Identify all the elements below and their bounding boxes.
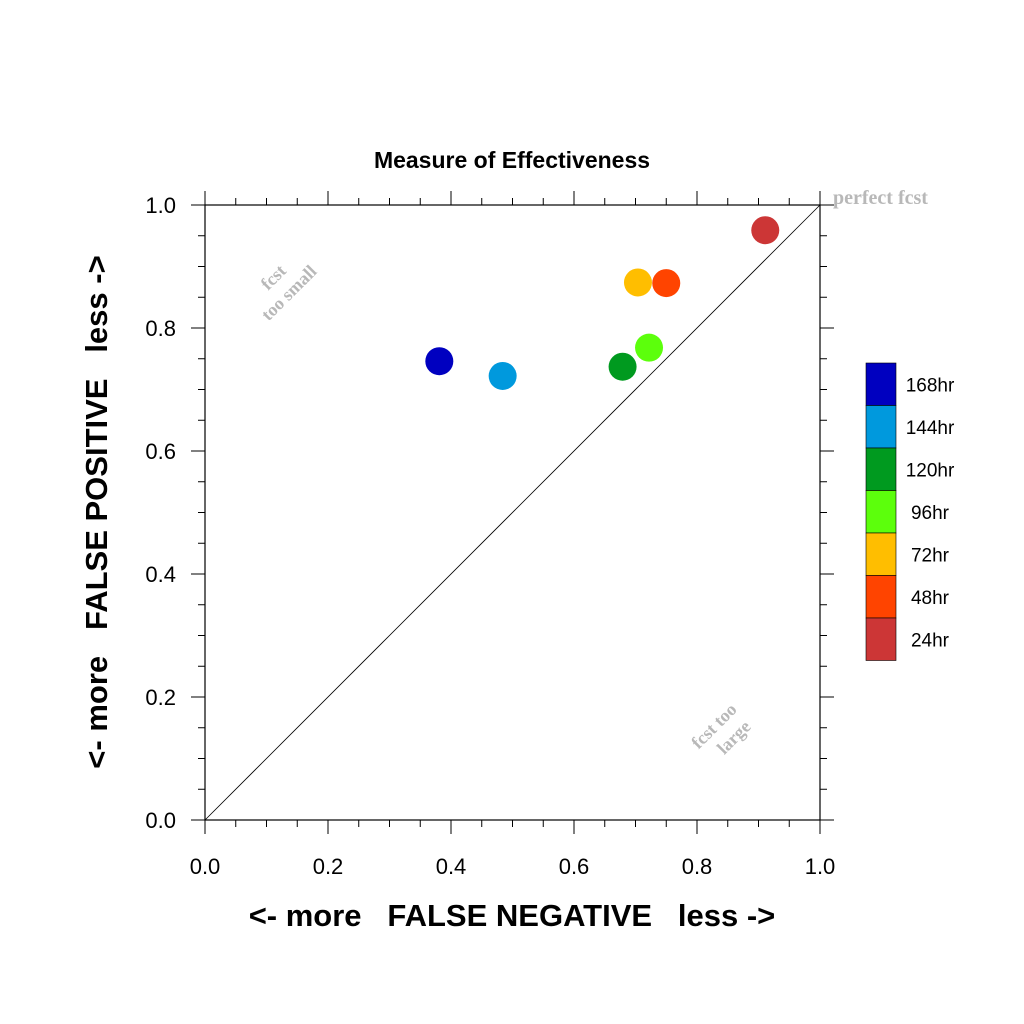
tick-marks — [191, 191, 834, 834]
fcst-too-small-annotation: fcst too small — [257, 261, 321, 325]
y-tick-label: 0.4 — [145, 562, 176, 587]
data-point-96hr — [635, 333, 664, 362]
legend-label-24hr: 24hr — [911, 630, 950, 651]
x-tick-label: 0.8 — [682, 854, 713, 879]
data-point-24hr — [751, 216, 780, 245]
x-axis-label: <- more FALSE NEGATIVE less -> — [249, 898, 776, 933]
x-tick-labels: 0.0 0.2 0.4 0.6 0.8 1.0 — [190, 854, 836, 879]
legend-swatch-96hr — [865, 490, 897, 534]
legend-label-120hr: 120hr — [906, 460, 955, 481]
legend-label-168hr: 168hr — [906, 375, 955, 396]
x-tick-label: 0.4 — [436, 854, 467, 879]
y-tick-label: 0.6 — [145, 439, 176, 464]
legend-label-144hr: 144hr — [906, 418, 955, 439]
x-tick-label: 1.0 — [805, 854, 836, 879]
y-tick-label: 0.2 — [145, 685, 176, 710]
y-tick-labels: 0.0 0.2 0.4 0.6 0.8 1.0 — [145, 193, 176, 833]
diagonal-line — [204, 204, 821, 821]
data-point-72hr — [623, 268, 652, 297]
fcst-too-large-annotation: fcst too large — [687, 699, 754, 758]
legend: 168hr 144hr 120hr 96hr 72hr 48hr 24hr — [865, 362, 955, 661]
x-tick-label: 0.2 — [313, 854, 344, 879]
y-tick-label: 0.0 — [145, 808, 176, 833]
legend-label-96hr: 96hr — [911, 503, 950, 524]
legend-label-48hr: 48hr — [911, 588, 950, 609]
legend-swatch-48hr — [865, 575, 897, 619]
x-tick-label: 0.6 — [559, 854, 590, 879]
perfect-fcst-annotation: perfect fcst — [833, 187, 928, 209]
y-tick-label: 1.0 — [145, 193, 176, 218]
y-tick-label: 0.8 — [145, 316, 176, 341]
data-point-120hr — [608, 352, 637, 381]
legend-swatch-72hr — [865, 532, 897, 576]
legend-swatch-168hr — [865, 362, 897, 406]
legend-swatch-120hr — [865, 447, 897, 491]
chart-title: Measure of Effectiveness — [374, 147, 650, 173]
legend-swatch-24hr — [865, 617, 897, 661]
data-point-144hr — [488, 361, 517, 390]
legend-label-72hr: 72hr — [911, 545, 950, 566]
y-axis-label: <- more FALSE POSITIVE less -> — [79, 255, 114, 768]
legend-swatch-144hr — [865, 405, 897, 449]
data-points — [425, 216, 780, 390]
data-point-168hr — [425, 347, 454, 376]
x-tick-label: 0.0 — [190, 854, 221, 879]
data-point-48hr — [652, 269, 681, 298]
